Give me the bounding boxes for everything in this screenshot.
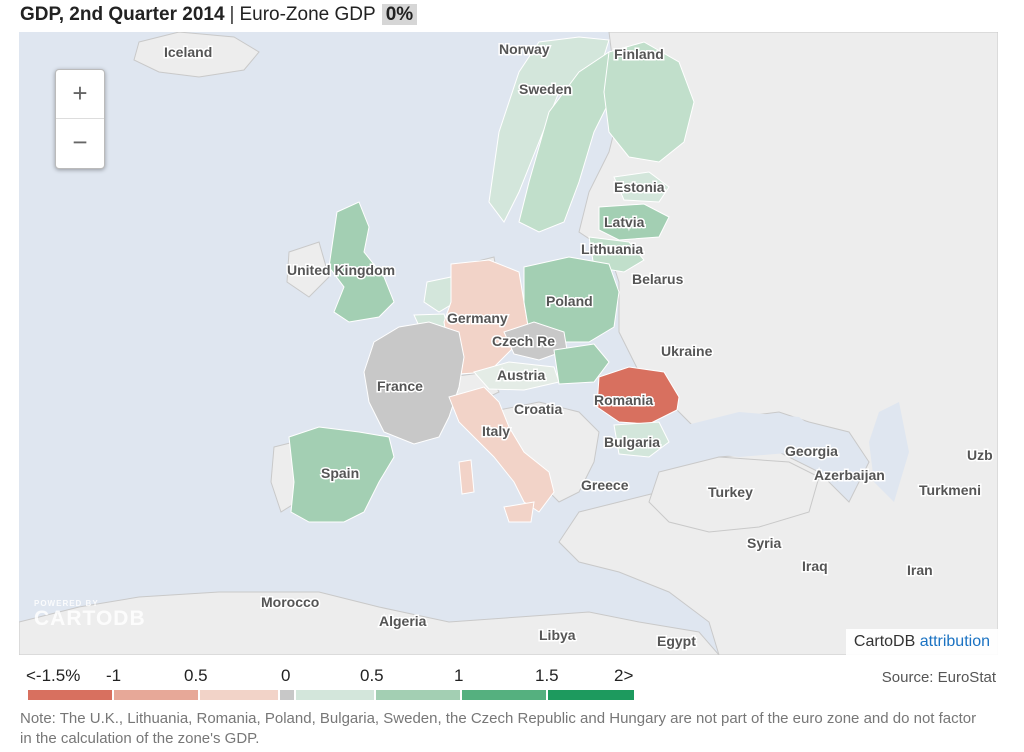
black-sea (679, 412, 819, 457)
legend-swatch (28, 690, 112, 700)
label-ukraine: Ukraine (661, 343, 713, 359)
legend-swatch (296, 690, 374, 700)
latvia-shape (598, 203, 670, 241)
italy-shape (448, 386, 555, 513)
label-spain: Spain (321, 465, 359, 481)
map-canvas[interactable]: Iceland Norway Finland Sweden Estonia La… (19, 32, 998, 655)
country-labels: Iceland Norway Finland Sweden Estonia La… (163, 40, 995, 651)
label-algeria: Algeria (379, 613, 427, 629)
color-legend: <-1.5% -1 0.5 0 0.5 1 1.5 2> (26, 666, 638, 702)
label-latvia: Latvia (604, 214, 645, 230)
map-header: GDP, 2nd Quarter 2014 | Euro-Zone GDP 0% (20, 4, 418, 30)
logo-powered-by: POWERED BY (34, 599, 99, 608)
legend-label: 2> (614, 666, 634, 685)
label-greece: Greece (581, 477, 629, 493)
label-iceland: Iceland (164, 44, 212, 60)
label-iraq: Iraq (802, 558, 828, 574)
source-credit: Source: EuroStat (881, 669, 996, 686)
sardinia-shape (458, 459, 475, 495)
zoom-out-button[interactable]: − (72, 127, 88, 157)
legend-label: 1.5 (535, 666, 559, 685)
legend-label: -1 (106, 666, 122, 685)
label-turkmenistan: Turkmeni (919, 482, 981, 498)
sicily-shape (503, 501, 535, 523)
map-svg: Iceland Norway Finland Sweden Estonia La… (19, 32, 998, 655)
bulgaria-shape (613, 421, 670, 458)
legend-swatch (200, 690, 278, 700)
label-libya: Libya (539, 627, 576, 643)
africa-land (19, 591, 720, 655)
legend-label: 0.5 (184, 666, 208, 685)
label-germany: Germany (447, 310, 508, 326)
label-france: France (377, 378, 423, 394)
legend-swatch (462, 690, 546, 700)
legend-label: 1 (454, 666, 464, 685)
label-croatia: Croatia (514, 401, 562, 417)
united-kingdom-shape (328, 201, 395, 323)
legend-swatch (548, 690, 634, 700)
spain-shape (288, 426, 395, 523)
label-czech-republic: Czech Re (492, 333, 555, 349)
label-iran: Iran (907, 562, 933, 578)
map-title: GDP, 2nd Quarter 2014 (20, 4, 225, 25)
romania-shape (596, 366, 680, 425)
attribution-box: CartoDB attribution (845, 629, 998, 655)
title-separator: | (229, 4, 235, 25)
zoom-in-button[interactable]: + (56, 70, 104, 119)
label-uzbekistan: Uzb (967, 447, 993, 463)
estonia-shape (613, 171, 670, 203)
map-subtitle: Euro-Zone GDP (239, 4, 376, 25)
logo-cartodb: CARTODB (34, 607, 146, 630)
eurozone-gdp-value: 0% (381, 4, 418, 25)
attribution-link[interactable]: attribution (919, 633, 990, 650)
turkey-land (648, 456, 820, 533)
caspian-sea (869, 402, 909, 502)
label-turkey: Turkey (708, 484, 753, 500)
label-estonia: Estonia (614, 179, 665, 195)
legend-label: <-1.5% (26, 666, 81, 685)
legend-swatch (376, 690, 460, 700)
label-azerbaijan: Azerbaijan (814, 467, 885, 483)
label-united-kingdom: United Kingdom (287, 262, 395, 278)
ireland-land (286, 241, 330, 298)
label-lithuania: Lithuania (581, 241, 643, 257)
cartodb-logo[interactable]: POWERED BY CARTODB (34, 599, 146, 631)
label-norway: Norway (499, 41, 550, 57)
legend-label: 0.5 (360, 666, 384, 685)
label-georgia: Georgia (785, 443, 838, 459)
attribution-prefix: CartoDB (853, 633, 916, 650)
finland-shape (603, 41, 695, 163)
label-austria: Austria (497, 367, 545, 383)
label-italy: Italy (482, 423, 510, 439)
label-belarus: Belarus (632, 271, 684, 287)
iceland-shape (133, 32, 260, 78)
label-morocco: Morocco (261, 594, 319, 610)
label-egypt: Egypt (657, 633, 696, 649)
poland-shape (523, 256, 620, 343)
hungary-shape (553, 343, 610, 385)
france-shape (363, 321, 465, 445)
label-finland: Finland (614, 46, 664, 62)
sweden-shape (518, 51, 615, 233)
label-poland: Poland (546, 293, 593, 309)
zoom-control: + − (55, 69, 105, 169)
germany-shape (443, 259, 530, 375)
legend-swatch (280, 690, 294, 700)
legend-label: 0 (281, 666, 291, 685)
label-syria: Syria (747, 535, 781, 551)
label-romania: Romania (594, 392, 653, 408)
legend-swatch (114, 690, 198, 700)
label-bulgaria: Bulgaria (604, 434, 660, 450)
footnote: Note: The U.K., Lithuania, Romania, Pola… (20, 710, 977, 747)
label-sweden: Sweden (519, 81, 572, 97)
